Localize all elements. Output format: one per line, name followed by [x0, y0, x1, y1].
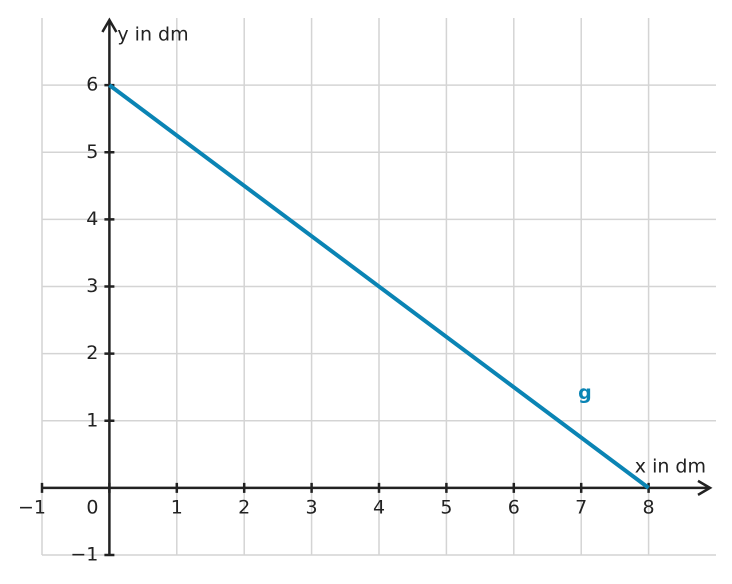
- y-tick-label: 1: [86, 409, 98, 431]
- x-tick-label: 6: [508, 496, 520, 518]
- y-tick-label: −1: [70, 544, 98, 566]
- x-tick-label: 7: [575, 496, 587, 518]
- series-line: [108, 83, 650, 490]
- x-tick-label: 1: [171, 496, 183, 518]
- y-tick-label: 2: [86, 342, 98, 364]
- y-tick-label: 3: [86, 275, 98, 297]
- x-axis-arrow: [697, 479, 713, 496]
- y-tick-label: 6: [86, 74, 98, 96]
- x-tick-label: 2: [238, 496, 250, 518]
- y-axis-label: y in dm: [117, 24, 188, 46]
- x-tick-label: −1: [18, 496, 46, 518]
- x-tick-label: 0: [86, 496, 98, 518]
- y-axis-arrow: [101, 17, 118, 33]
- y-tick-label: 4: [86, 208, 98, 230]
- x-tick-label: 3: [306, 496, 318, 518]
- series-label: g: [578, 382, 592, 404]
- x-tick-label: 8: [643, 496, 655, 518]
- y-tick-label: 5: [86, 141, 98, 163]
- x-tick-label: 4: [373, 496, 385, 518]
- x-tick-label: 5: [440, 496, 452, 518]
- x-axis-label: x in dm: [635, 455, 706, 477]
